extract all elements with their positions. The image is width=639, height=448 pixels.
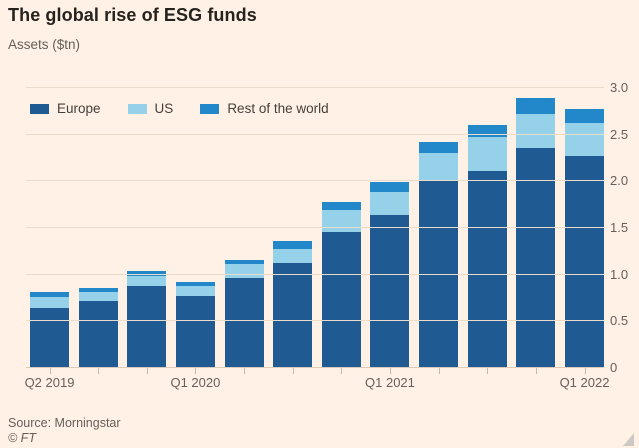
bars-group (30, 88, 604, 368)
bar-segment-us (467, 136, 507, 172)
bar-q4-2021 (516, 88, 556, 368)
bar-q3-2020 (273, 88, 313, 368)
legend-item-rest-of-the-world: Rest of the world (200, 101, 329, 116)
bar-segment-us (273, 248, 313, 264)
bar-segment-us (224, 264, 264, 279)
y-axis-tick-label: 0 (610, 360, 618, 375)
x-axis-tick (584, 368, 586, 374)
x-axis-baseline (26, 367, 604, 368)
gridline (26, 180, 604, 182)
bar-segment-us (78, 292, 118, 301)
y-axis-tick-label: 0.5 (610, 313, 629, 329)
legend-item-us: US (127, 101, 174, 116)
gridline (26, 87, 604, 88)
x-axis-tick (98, 368, 100, 374)
bar-segment-europe (175, 296, 215, 368)
bar-segment-rest-of-the-world (419, 142, 458, 154)
bar-segment-us (127, 275, 167, 286)
bar-q3-2021 (467, 88, 507, 368)
legend-swatch-icon (127, 103, 147, 114)
legend-item-europe: Europe (30, 101, 101, 116)
x-axis-tick (389, 368, 391, 374)
bar-segment-rest-of-the-world (78, 287, 118, 293)
bar-segment-rest-of-the-world (30, 292, 69, 298)
bar-segment-europe (370, 214, 410, 368)
y-axis-tick-label: 2.0 (610, 173, 629, 189)
bar-segment-europe (224, 278, 264, 368)
bar-q2-2020 (224, 88, 264, 368)
bar-segment-rest-of-the-world (175, 282, 215, 286)
bar-segment-europe (78, 300, 118, 368)
bar-q4-2019 (127, 88, 167, 368)
bar-segment-us (30, 297, 69, 309)
legend-swatch-icon (30, 103, 49, 114)
y-axis-tick-label: 3.0 (610, 80, 629, 95)
bar-segment-europe (467, 171, 507, 368)
bar-segment-rest-of-the-world (273, 241, 313, 249)
bar-segment-europe (321, 231, 361, 368)
bar-segment-europe (30, 308, 69, 368)
gridline (26, 133, 604, 135)
x-axis-tick-label: Q2 2019 (24, 375, 75, 390)
x-axis-tick (487, 368, 489, 374)
gridline (26, 273, 604, 275)
bar-segment-rest-of-the-world (224, 259, 264, 265)
bar-q1-2021 (370, 88, 410, 368)
bar-segment-europe (419, 181, 458, 368)
plot-area: 0 0.5 1.0 1.5 2.0 2.5 3.0 Q2 2019 Q1 2020 Q1 2021… (25, 80, 629, 390)
y-axis-tick-label: 1.5 (610, 220, 629, 235)
bar-segment-us (370, 191, 410, 215)
gridline (26, 227, 604, 228)
bar-segment-europe (564, 156, 604, 368)
bar-segment-europe (127, 285, 167, 368)
x-axis-tick-label: Q1 2020 (170, 375, 221, 390)
bar-segment-rest-of-the-world (516, 98, 556, 115)
bar-segment-rest-of-the-world (467, 125, 507, 137)
y-axis-tick-label: 2.5 (610, 126, 629, 142)
x-axis-tick (535, 368, 537, 374)
x-axis-tick (195, 368, 197, 374)
bar-segment-us (321, 210, 361, 232)
legend-label: US (154, 101, 174, 116)
bar-q3-2019 (78, 88, 118, 368)
bar-segment-europe (273, 263, 313, 368)
legend-label: Rest of the world (227, 101, 329, 116)
bar-segment-rest-of-the-world (564, 108, 604, 124)
x-axis-tick (49, 368, 51, 374)
x-axis-tick (146, 368, 148, 374)
bar-segment-us (516, 114, 556, 148)
bar-q1-2022 (564, 88, 604, 368)
x-axis-tick (244, 368, 246, 374)
gridline (26, 320, 604, 322)
source-label: Source: Morningstar (8, 416, 121, 430)
legend-swatch-icon (200, 103, 220, 114)
chart-subtitle: Assets ($tn) (8, 37, 81, 52)
bar-q2-2021 (419, 88, 458, 368)
bar-q1-2020 (175, 88, 215, 368)
bar-q2-2019 (30, 88, 69, 368)
chart-title: The global rise of ESG funds (8, 5, 257, 25)
bar-segment-europe (516, 147, 556, 368)
x-axis-tick (341, 368, 343, 374)
x-axis-tick (438, 368, 440, 374)
x-axis-tick (292, 368, 294, 374)
ft-credit-label: © FT (8, 431, 36, 445)
legend: Europe US Rest of the world (30, 101, 356, 116)
bar-segment-us (564, 123, 604, 157)
bar-segment-us (419, 153, 458, 182)
bar-segment-rest-of-the-world (370, 182, 410, 192)
bar-segment-rest-of-the-world (321, 201, 361, 211)
x-axis-tick-label: Q1 2022 (559, 375, 610, 390)
bar-q4-2020 (321, 88, 361, 368)
bar-segment-us (175, 285, 215, 297)
legend-label: Europe (57, 101, 101, 116)
y-axis-tick-label: 1.0 (610, 266, 629, 282)
bar-segment-rest-of-the-world (127, 270, 167, 276)
x-axis-tick-label: Q1 2021 (365, 375, 415, 390)
corner-triangle-icon (623, 433, 634, 446)
